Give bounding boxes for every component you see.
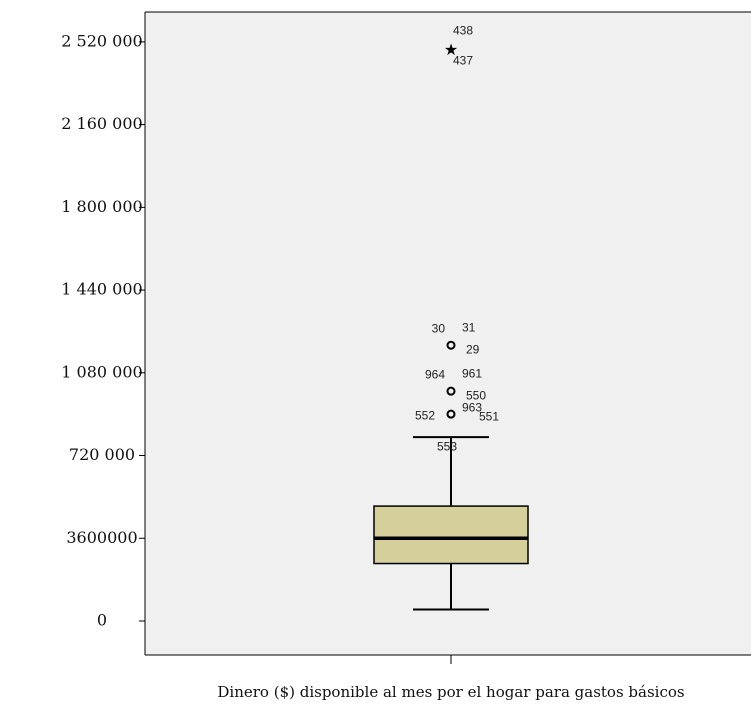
outlier-label: 961: [462, 366, 482, 380]
outlier: [446, 409, 456, 419]
outlier-label: 550: [466, 388, 486, 402]
y-tick-label: 2 520 000: [61, 31, 142, 50]
outlier-label: 30: [432, 321, 446, 335]
outlier-label: 964: [425, 367, 445, 381]
y-tick-label: 720 000: [69, 445, 135, 464]
y-tick-label: 1 440 000: [61, 280, 142, 299]
box: [373, 505, 529, 565]
outlier-label: 553: [437, 439, 457, 453]
y-tick-label: 1 080 000: [61, 362, 142, 381]
outlier: [446, 340, 456, 350]
outlier-label: 963: [462, 400, 482, 414]
outlier-label: 552: [415, 408, 435, 422]
outlier: [446, 386, 456, 396]
y-tick-label: 2 160 000: [61, 114, 142, 133]
outlier-label: 31: [462, 320, 476, 334]
y-tick-label: 1 800 000: [61, 197, 142, 216]
extreme-label: 438: [453, 24, 473, 38]
extreme: ★: [444, 40, 458, 59]
outlier-label: 551: [479, 409, 499, 423]
y-tick-label: 3600000: [66, 528, 137, 547]
x-tick-label: Dinero ($) disponible al mes por el hoga…: [217, 683, 684, 701]
y-tick-label: 0: [97, 610, 107, 629]
outlier-label: 29: [466, 342, 480, 356]
extreme-label: 437: [453, 54, 473, 68]
